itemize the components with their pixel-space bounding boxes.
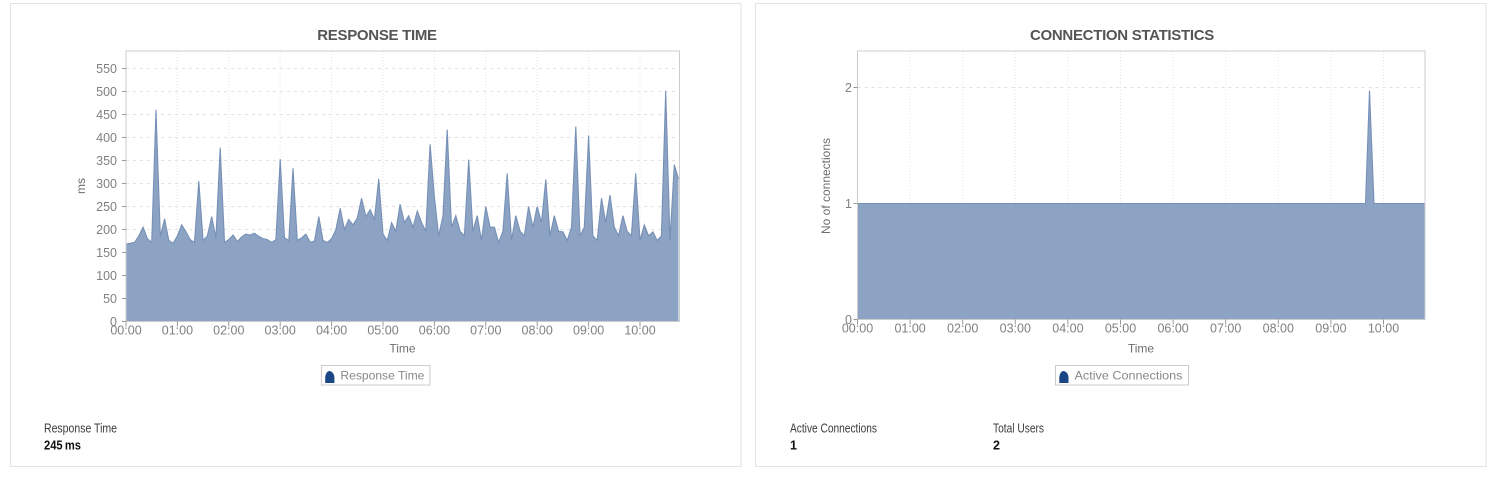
svg-text:245 ms: 245 ms xyxy=(44,439,81,453)
svg-text:1: 1 xyxy=(790,439,797,453)
svg-text:ms: ms xyxy=(74,178,88,194)
svg-text:00:00: 00:00 xyxy=(842,322,873,336)
svg-text:06:00: 06:00 xyxy=(419,324,450,338)
svg-text:Active Connections: Active Connections xyxy=(1075,369,1183,383)
svg-text:02:00: 02:00 xyxy=(213,324,244,338)
svg-text:400: 400 xyxy=(96,131,117,145)
svg-text:10:00: 10:00 xyxy=(624,324,655,338)
svg-text:05:00: 05:00 xyxy=(1105,322,1136,336)
svg-text:450: 450 xyxy=(96,108,117,122)
svg-text:200: 200 xyxy=(96,223,117,237)
svg-text:01:00: 01:00 xyxy=(162,324,193,338)
svg-text:07:00: 07:00 xyxy=(470,324,501,338)
svg-text:2: 2 xyxy=(845,81,852,95)
svg-text:Total Users: Total Users xyxy=(993,421,1044,436)
svg-text:Active Connections: Active Connections xyxy=(790,421,877,436)
svg-text:07:00: 07:00 xyxy=(1210,322,1241,336)
svg-text:04:00: 04:00 xyxy=(316,324,347,338)
svg-text:RESPONSE TIME: RESPONSE TIME xyxy=(317,27,437,44)
svg-text:10:00: 10:00 xyxy=(1368,322,1399,336)
svg-text:Response Time: Response Time xyxy=(44,421,117,436)
svg-text:02:00: 02:00 xyxy=(947,322,978,336)
svg-text:03:00: 03:00 xyxy=(265,324,296,338)
svg-text:05:00: 05:00 xyxy=(367,324,398,338)
svg-text:0: 0 xyxy=(845,313,852,327)
svg-text:50: 50 xyxy=(103,292,117,306)
svg-text:100: 100 xyxy=(96,269,117,283)
svg-text:350: 350 xyxy=(96,154,117,168)
svg-text:0: 0 xyxy=(110,315,117,329)
svg-text:01:00: 01:00 xyxy=(894,322,925,336)
svg-text:09:00: 09:00 xyxy=(573,324,604,338)
svg-text:00:00: 00:00 xyxy=(110,324,141,338)
svg-text:Time: Time xyxy=(389,342,416,356)
svg-text:2: 2 xyxy=(993,439,1000,453)
svg-text:06:00: 06:00 xyxy=(1157,322,1188,336)
svg-text:CONNECTION STATISTICS: CONNECTION STATISTICS xyxy=(1030,27,1214,44)
svg-text:150: 150 xyxy=(96,246,117,260)
svg-text:08:00: 08:00 xyxy=(522,324,553,338)
svg-text:550: 550 xyxy=(96,62,117,76)
svg-text:No of connections: No of connections xyxy=(819,138,833,234)
svg-text:1: 1 xyxy=(845,197,852,211)
svg-text:250: 250 xyxy=(96,200,117,214)
svg-text:Response Time: Response Time xyxy=(340,369,424,383)
svg-text:04:00: 04:00 xyxy=(1052,322,1083,336)
svg-text:Time: Time xyxy=(1128,342,1155,356)
svg-text:03:00: 03:00 xyxy=(1000,322,1031,336)
svg-text:500: 500 xyxy=(96,85,117,99)
svg-text:08:00: 08:00 xyxy=(1263,322,1294,336)
svg-text:300: 300 xyxy=(96,177,117,191)
svg-text:09:00: 09:00 xyxy=(1315,322,1346,336)
